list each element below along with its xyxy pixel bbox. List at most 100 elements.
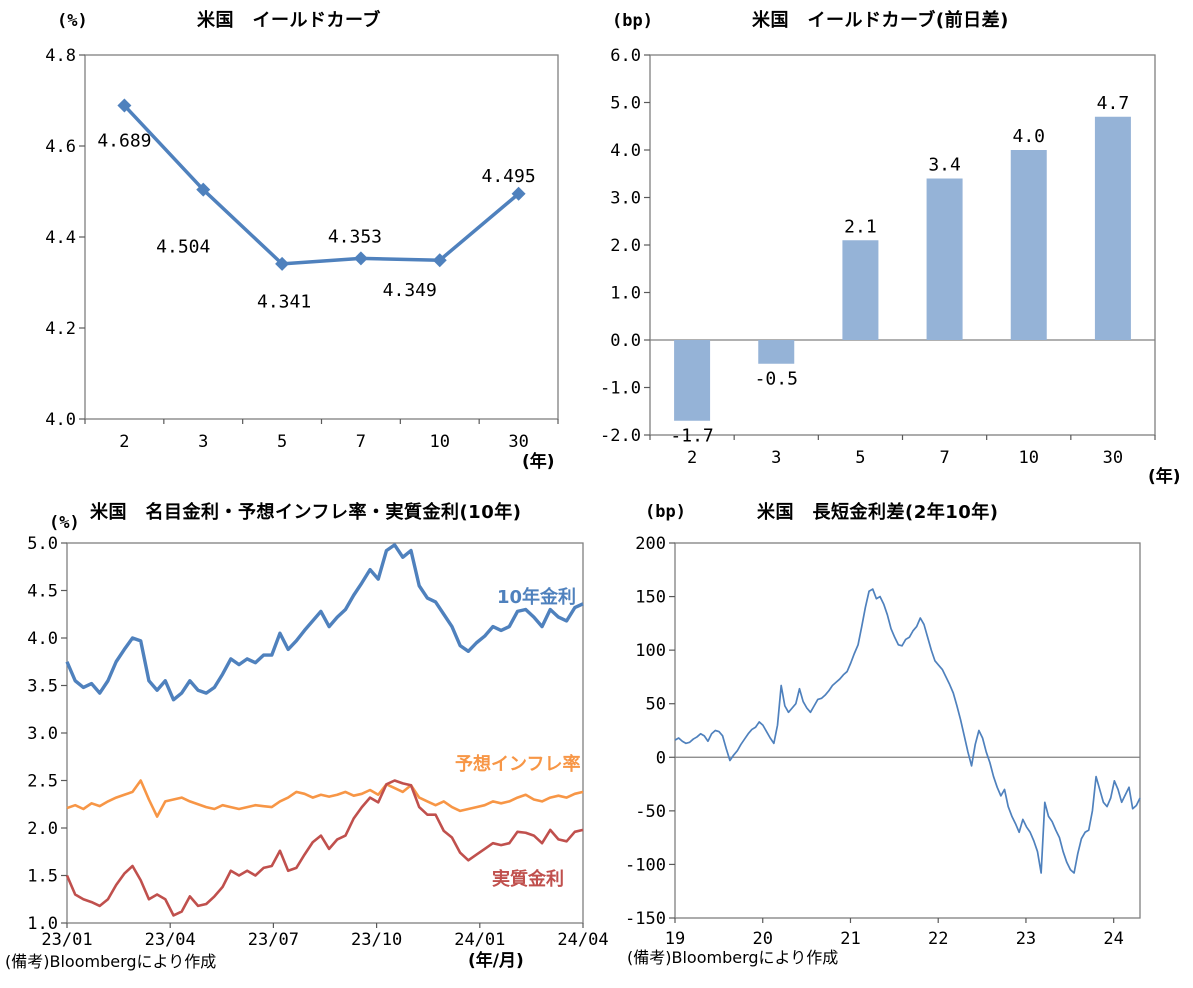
- axis-or-data-label: 5.0: [27, 534, 58, 554]
- axis-or-data-label: 23/07: [248, 930, 299, 950]
- time-series-line: [674, 588, 1141, 874]
- axis-or-data-label: -100: [625, 855, 666, 875]
- axis-or-data-label: 150: [635, 588, 666, 608]
- axis-or-data-label: -2.0: [600, 426, 641, 446]
- axis-or-data-label: 24: [1103, 929, 1123, 949]
- axis-or-data-label: 3.4: [928, 155, 961, 176]
- axis-or-data-label: 4.4: [45, 228, 76, 248]
- axis-or-data-label: 4.8: [45, 46, 76, 66]
- bar: [1094, 116, 1131, 340]
- axis-or-data-label: 3: [198, 432, 208, 452]
- axis-or-data-label: 30: [1103, 448, 1123, 468]
- bar: [926, 178, 963, 340]
- axis-or-data-label: 3.0: [610, 189, 641, 209]
- axis-or-data-label: 100: [635, 641, 666, 661]
- chart1-y-axis-unit: (%): [57, 11, 88, 31]
- axis-or-data-label: 2.5: [27, 772, 58, 792]
- axis-or-data-label: 0.0: [610, 331, 641, 351]
- axis-or-data-label: 4.495: [481, 166, 535, 187]
- chart2-title: 米国 イールドカーブ(前日差): [752, 10, 1009, 31]
- axis-or-data-label: 3: [771, 448, 781, 468]
- footnote-source-left: (備考)Bloombergにより作成: [5, 952, 217, 971]
- axis-or-data-label: 4.0: [1012, 126, 1045, 147]
- time-series-line: [65, 543, 584, 702]
- axis-or-data-label: 3.0: [27, 724, 58, 744]
- series-label-breakeven: 予想インフレ率: [455, 754, 581, 775]
- diamond-marker: [196, 182, 211, 197]
- bar: [842, 240, 879, 340]
- axis-or-data-label: 7: [356, 432, 366, 452]
- axis-or-data-label: 23/01: [41, 930, 92, 950]
- axis-or-data-label: 4.349: [383, 280, 437, 301]
- axis-or-data-label: 1.0: [27, 914, 58, 934]
- axis-or-data-label: 19: [665, 929, 685, 949]
- axis-or-data-label: 4.0: [610, 141, 641, 161]
- axis-or-data-label: 23/10: [351, 930, 402, 950]
- axis-or-data-label: 4.7: [1097, 93, 1130, 114]
- axis-or-data-label: 4.0: [27, 629, 58, 649]
- bar: [674, 340, 711, 421]
- chart1-title: 米国 イールドカーブ: [197, 10, 381, 31]
- axis-or-data-label: 4.0: [45, 410, 76, 430]
- axis-or-data-label: 4.504: [156, 236, 210, 257]
- axis-or-data-label: 50: [646, 695, 666, 715]
- series-label-10y-rate: 10年金利: [497, 587, 577, 608]
- axis-or-data-label: 5.0: [610, 94, 641, 114]
- bar: [1010, 150, 1047, 340]
- time-series-line: [65, 779, 584, 917]
- axis-or-data-label: 5: [277, 432, 287, 452]
- axis-or-data-label: 23/04: [145, 930, 196, 950]
- diamond-marker: [432, 253, 447, 268]
- axis-or-data-label: 4.353: [328, 226, 382, 247]
- chart3-x-axis-unit: (年/月): [468, 951, 524, 971]
- us-10y-nominal-breakeven-real: 5.0 4.5 4.0 3.5 3.0 2.5 2.0 1.5 1.023/01 23/04 23/…: [27, 534, 608, 950]
- axis-or-data-label: 21: [840, 929, 860, 949]
- yield-curve-line: [123, 104, 520, 266]
- series-label-real-rate: 実質金利: [492, 869, 564, 890]
- axis-or-data-label: 10: [430, 432, 450, 452]
- us-yield-curve: 4.8 4.6 4.4 4.2 4.0 2 3 5 7 10 30 4.689 4.504 4.341 4.…: [45, 46, 559, 452]
- footnote-source-right: (備考)Bloombergにより作成: [627, 948, 839, 967]
- axis-or-data-label: 24/04: [557, 930, 608, 950]
- axis-or-data-label: 2.0: [27, 819, 58, 839]
- axis-or-data-label: 20: [752, 929, 772, 949]
- axis-or-data-label: 2.1: [844, 216, 877, 237]
- axis-or-data-label: 7: [939, 448, 949, 468]
- axis-or-data-label: 23: [1016, 929, 1036, 949]
- axis-or-data-label: 2: [687, 448, 697, 468]
- axis-or-data-label: 1.0: [610, 284, 641, 304]
- time-series-line: [66, 779, 584, 818]
- axis-or-data-label: 22: [928, 929, 948, 949]
- chart2-y-axis-unit: (bp): [612, 11, 653, 31]
- axis-or-data-label: 1.5: [27, 867, 58, 887]
- axis-or-data-label: 10: [1019, 448, 1039, 468]
- axis-or-data-label: 4.5: [27, 582, 58, 602]
- diamond-marker: [353, 251, 368, 266]
- diamond-marker: [117, 98, 132, 113]
- us-yield-curve-change: 6.0 5.0 4.0 3.0 2.0 1.0 0.0 -1.0 -2.0 2 3 5 7 10 30 -1.…: [600, 46, 1156, 468]
- axis-or-data-label: 200: [635, 534, 666, 554]
- axis-or-data-label: -1.7: [670, 426, 713, 447]
- axis-or-data-label: -0.5: [755, 369, 798, 390]
- plot-border: [674, 542, 1141, 919]
- axis-or-data-label: 4.689: [97, 130, 151, 151]
- diamond-marker: [511, 186, 526, 201]
- axis-or-data-label: 0: [656, 748, 666, 768]
- axis-or-data-label: 6.0: [610, 46, 641, 66]
- axis-or-data-label: 3.5: [27, 677, 58, 697]
- plot-border: [649, 54, 1156, 436]
- chart4-title: 米国 長短金利差(2年10年): [757, 502, 999, 523]
- axis-or-data-label: 5: [855, 448, 865, 468]
- chart3-title: 米国 名目金利・予想インフレ率・実質金利(10年): [90, 502, 522, 523]
- axis-or-data-label: 4.341: [257, 292, 311, 313]
- axis-or-data-label: 30: [508, 432, 528, 452]
- diamond-marker: [275, 256, 290, 271]
- chart3-y-axis-unit: (%): [49, 513, 80, 533]
- axis-or-data-label: -1.0: [600, 379, 641, 399]
- axis-or-data-label: 2.0: [610, 236, 641, 256]
- axis-or-data-label: -50: [635, 802, 666, 822]
- axis-or-data-label: 4.2: [45, 319, 76, 339]
- axis-or-data-label: 24/01: [454, 930, 505, 950]
